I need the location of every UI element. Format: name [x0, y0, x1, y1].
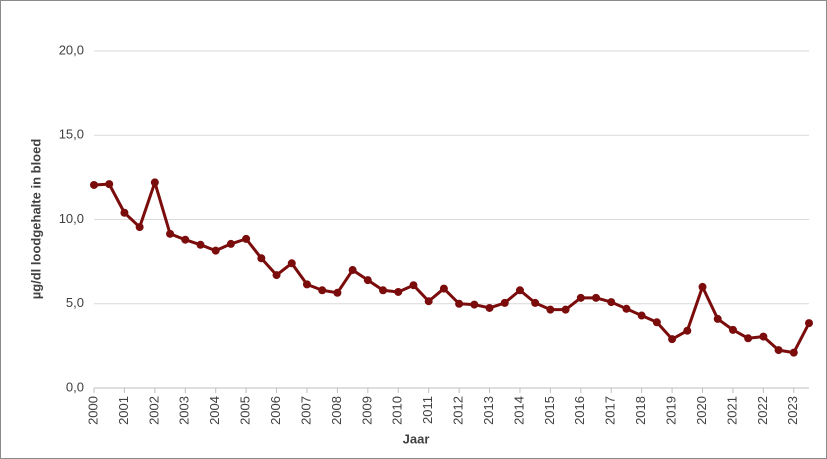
point: [561, 305, 570, 314]
point: [728, 325, 737, 334]
x-tick-label: 2021: [724, 396, 739, 425]
point: [257, 254, 266, 263]
x-tick-label: 2015: [542, 396, 557, 425]
x-tick-label: 2008: [329, 396, 344, 425]
point: [287, 259, 296, 268]
point: [652, 318, 661, 327]
x-tick-label: 2010: [390, 396, 405, 425]
point: [607, 298, 616, 307]
point: [637, 311, 646, 320]
point: [120, 208, 129, 217]
x-tick-label: 2016: [572, 396, 587, 425]
point: [500, 298, 509, 307]
point: [698, 282, 707, 291]
point: [439, 284, 448, 293]
point: [774, 346, 783, 355]
x-tick-label: 2022: [755, 396, 770, 425]
x-tick-label: 2004: [207, 396, 222, 425]
y-tick-label: 10,0: [59, 211, 84, 226]
x-tick-label: 2012: [451, 396, 466, 425]
point: [181, 235, 190, 244]
y-axis-label: µg/dl loodgehalte in bloed: [28, 139, 43, 300]
point: [424, 297, 433, 306]
point: [546, 305, 555, 314]
point: [226, 239, 235, 248]
x-tick-label: 2011: [420, 396, 435, 424]
point: [333, 288, 342, 297]
y-tick-label: 15,0: [59, 127, 84, 142]
point: [90, 180, 98, 189]
point: [166, 229, 175, 238]
x-axis-label: Jaar: [403, 431, 430, 446]
point: [363, 276, 372, 285]
point: [302, 280, 311, 289]
x-tick-label: 2013: [481, 396, 496, 425]
x-tick-label: 2023: [785, 396, 800, 425]
x-tick-label: 2019: [664, 396, 679, 425]
point: [668, 335, 677, 344]
y-tick-label: 5,0: [66, 295, 84, 310]
point: [272, 271, 281, 280]
x-tick-label: 2017: [603, 396, 618, 425]
point: [576, 293, 585, 302]
point: [744, 334, 753, 343]
point: [135, 223, 144, 232]
point: [470, 300, 479, 309]
x-tick-label: 2001: [116, 396, 131, 425]
point: [515, 286, 524, 295]
point: [713, 314, 722, 323]
point: [805, 319, 813, 328]
point: [150, 178, 159, 187]
x-tick-label: 2000: [85, 396, 100, 425]
x-tick-label: 2006: [268, 396, 283, 425]
point: [455, 299, 464, 308]
x-tick-label: 2007: [298, 396, 313, 425]
x-tick-label: 2002: [146, 396, 161, 425]
point: [105, 180, 114, 189]
x-tick-label: 2005: [238, 396, 253, 425]
y-tick-label: 0,0: [66, 379, 84, 394]
x-tick-label: 2014: [511, 396, 526, 425]
x-tick-label: 2020: [694, 396, 709, 425]
x-tick-label: 2018: [633, 396, 648, 425]
point: [485, 303, 494, 312]
point: [759, 332, 768, 341]
point: [789, 348, 798, 357]
y-tick-label: 20,0: [59, 42, 84, 57]
point: [348, 266, 357, 275]
point: [394, 287, 403, 296]
point: [379, 286, 388, 295]
point: [622, 304, 631, 313]
point: [318, 286, 327, 295]
point: [242, 234, 251, 243]
point: [211, 246, 220, 255]
point: [409, 281, 418, 290]
x-tick-label: 2003: [177, 396, 192, 425]
point: [592, 293, 601, 302]
point: [683, 326, 692, 335]
x-tick-label: 2009: [359, 396, 374, 425]
point: [531, 298, 540, 307]
point: [196, 240, 205, 249]
